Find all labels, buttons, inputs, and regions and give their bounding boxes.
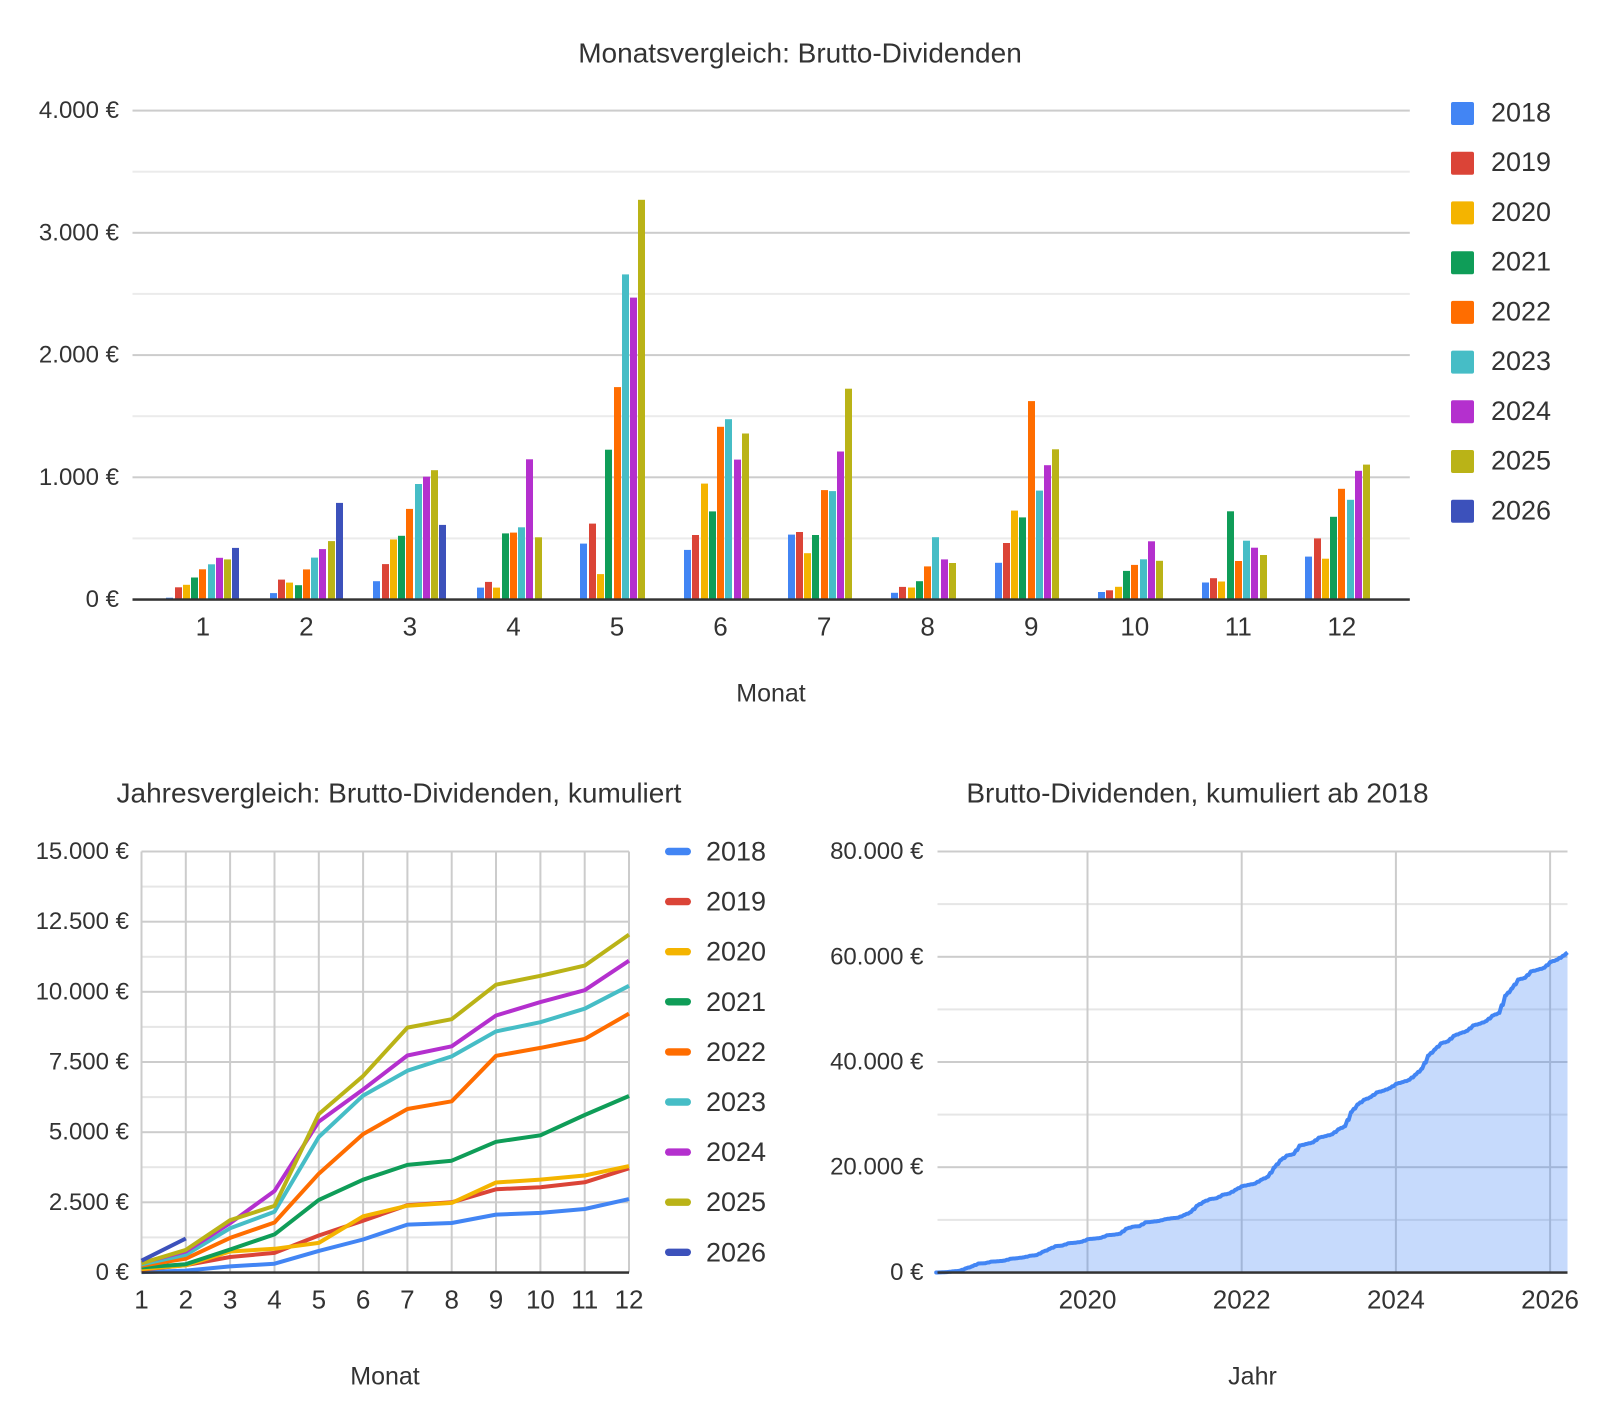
svg-text:2019: 2019 bbox=[706, 887, 766, 917]
svg-text:2019: 2019 bbox=[1491, 147, 1551, 177]
svg-text:2024: 2024 bbox=[1491, 396, 1551, 426]
svg-text:2025: 2025 bbox=[706, 1187, 766, 1217]
svg-text:Monat: Monat bbox=[350, 1363, 420, 1391]
svg-text:8: 8 bbox=[920, 612, 934, 642]
svg-text:2020: 2020 bbox=[706, 937, 766, 967]
svg-text:60.000 €: 60.000 € bbox=[830, 943, 924, 970]
svg-text:10.000 €: 10.000 € bbox=[36, 978, 130, 1005]
svg-text:2: 2 bbox=[179, 1285, 193, 1315]
svg-text:2018: 2018 bbox=[1491, 98, 1551, 128]
svg-text:9: 9 bbox=[1024, 612, 1038, 642]
svg-text:0 €: 0 € bbox=[96, 1259, 130, 1286]
svg-text:7.500 €: 7.500 € bbox=[49, 1049, 130, 1076]
svg-text:2022: 2022 bbox=[1213, 1285, 1271, 1315]
svg-text:5: 5 bbox=[312, 1285, 326, 1315]
svg-text:6: 6 bbox=[356, 1285, 370, 1315]
svg-text:2: 2 bbox=[299, 612, 313, 642]
svg-text:11: 11 bbox=[571, 1285, 598, 1315]
svg-text:1.000 €: 1.000 € bbox=[39, 464, 120, 491]
svg-text:7: 7 bbox=[400, 1285, 414, 1315]
svg-text:2021: 2021 bbox=[706, 987, 766, 1017]
svg-text:2024: 2024 bbox=[1367, 1285, 1425, 1315]
svg-text:2020: 2020 bbox=[1491, 197, 1551, 227]
svg-text:4.000 €: 4.000 € bbox=[39, 97, 120, 124]
svg-text:8: 8 bbox=[444, 1285, 458, 1315]
svg-text:3.000 €: 3.000 € bbox=[39, 219, 120, 246]
svg-text:3: 3 bbox=[403, 612, 417, 642]
svg-text:10: 10 bbox=[1120, 612, 1149, 642]
svg-text:2022: 2022 bbox=[1491, 296, 1551, 326]
svg-text:2021: 2021 bbox=[1491, 247, 1551, 277]
svg-text:12: 12 bbox=[615, 1285, 644, 1315]
svg-text:Monatsvergleich: Brutto-Divide: Monatsvergleich: Brutto-Dividenden bbox=[578, 38, 1022, 69]
svg-text:6: 6 bbox=[713, 612, 727, 642]
svg-text:Jahr: Jahr bbox=[1228, 1363, 1277, 1391]
svg-text:2026: 2026 bbox=[1521, 1285, 1579, 1315]
svg-text:15.000 €: 15.000 € bbox=[36, 838, 130, 865]
svg-text:3: 3 bbox=[223, 1285, 237, 1315]
svg-text:Jahresvergleich: Brutto-Divide: Jahresvergleich: Brutto-Dividenden, kumu… bbox=[117, 778, 682, 809]
svg-text:4: 4 bbox=[267, 1285, 281, 1315]
svg-text:2.000 €: 2.000 € bbox=[39, 342, 120, 369]
svg-text:11: 11 bbox=[1225, 612, 1252, 642]
svg-text:1: 1 bbox=[196, 612, 210, 642]
svg-text:20.000 €: 20.000 € bbox=[830, 1154, 924, 1181]
svg-text:80.000 €: 80.000 € bbox=[830, 838, 924, 865]
svg-text:2023: 2023 bbox=[1491, 346, 1551, 376]
svg-text:1: 1 bbox=[134, 1285, 148, 1315]
svg-text:0 €: 0 € bbox=[86, 586, 120, 613]
svg-text:Brutto-Dividenden, kumuliert a: Brutto-Dividenden, kumuliert ab 2018 bbox=[966, 778, 1428, 809]
svg-text:2025: 2025 bbox=[1491, 446, 1551, 476]
svg-text:12.500 €: 12.500 € bbox=[36, 908, 130, 935]
svg-text:2.500 €: 2.500 € bbox=[49, 1189, 130, 1216]
svg-text:2024: 2024 bbox=[706, 1137, 766, 1167]
svg-text:2018: 2018 bbox=[706, 837, 766, 867]
svg-text:2020: 2020 bbox=[1059, 1285, 1117, 1315]
svg-text:9: 9 bbox=[489, 1285, 503, 1315]
svg-text:4: 4 bbox=[506, 612, 520, 642]
svg-text:0 €: 0 € bbox=[890, 1259, 924, 1286]
svg-text:2026: 2026 bbox=[706, 1237, 766, 1267]
svg-text:5: 5 bbox=[610, 612, 624, 642]
svg-text:40.000 €: 40.000 € bbox=[830, 1049, 924, 1076]
svg-text:2023: 2023 bbox=[706, 1087, 766, 1117]
svg-text:5.000 €: 5.000 € bbox=[49, 1119, 130, 1146]
svg-text:7: 7 bbox=[817, 612, 831, 642]
svg-text:10: 10 bbox=[526, 1285, 555, 1315]
svg-text:12: 12 bbox=[1327, 612, 1356, 642]
svg-text:2022: 2022 bbox=[706, 1037, 766, 1067]
svg-text:2026: 2026 bbox=[1491, 495, 1551, 525]
svg-text:Monat: Monat bbox=[736, 680, 806, 708]
